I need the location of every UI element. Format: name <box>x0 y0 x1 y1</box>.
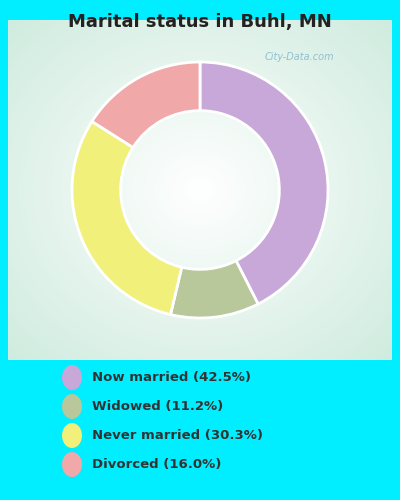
Text: Now married (42.5%): Now married (42.5%) <box>92 371 251 384</box>
Wedge shape <box>200 62 328 304</box>
Text: Marital status in Buhl, MN: Marital status in Buhl, MN <box>68 12 332 30</box>
Text: Never married (30.3%): Never married (30.3%) <box>92 429 263 442</box>
Text: Divorced (16.0%): Divorced (16.0%) <box>92 458 221 471</box>
Text: Widowed (11.2%): Widowed (11.2%) <box>92 400 223 413</box>
Text: City-Data.com: City-Data.com <box>265 52 334 62</box>
Wedge shape <box>92 62 200 148</box>
Wedge shape <box>170 260 258 318</box>
Wedge shape <box>72 122 182 314</box>
